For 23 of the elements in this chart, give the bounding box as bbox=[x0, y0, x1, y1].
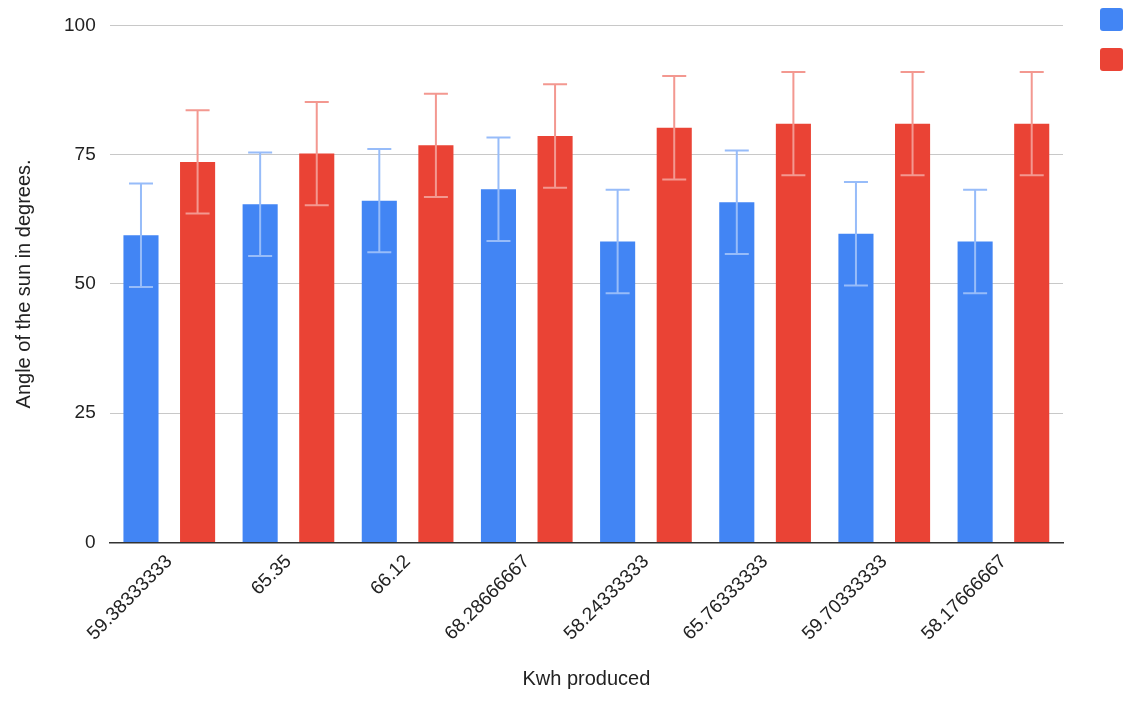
bar bbox=[1014, 123, 1050, 542]
bar bbox=[895, 123, 931, 542]
y-tick-label: 75 bbox=[74, 142, 96, 164]
bar bbox=[656, 127, 692, 542]
y-axis-title: Angle of the sun in degrees. bbox=[11, 159, 34, 409]
bar bbox=[299, 153, 335, 542]
bar bbox=[775, 123, 811, 542]
x-axis-title: Kwh produced bbox=[522, 666, 651, 689]
bar bbox=[480, 189, 517, 542]
y-tick-label: 50 bbox=[74, 272, 96, 294]
bar bbox=[418, 145, 454, 542]
bar bbox=[838, 233, 874, 542]
bar bbox=[537, 136, 573, 542]
bar bbox=[957, 241, 993, 542]
y-tick-label: 0 bbox=[85, 530, 96, 552]
bar bbox=[719, 202, 755, 542]
y-tick-label: 100 bbox=[64, 13, 96, 35]
bar bbox=[242, 204, 278, 542]
bar bbox=[361, 200, 397, 542]
bar bbox=[123, 235, 159, 542]
bar bbox=[180, 161, 216, 542]
bar bbox=[600, 241, 636, 542]
y-tick-label: 25 bbox=[74, 401, 96, 423]
